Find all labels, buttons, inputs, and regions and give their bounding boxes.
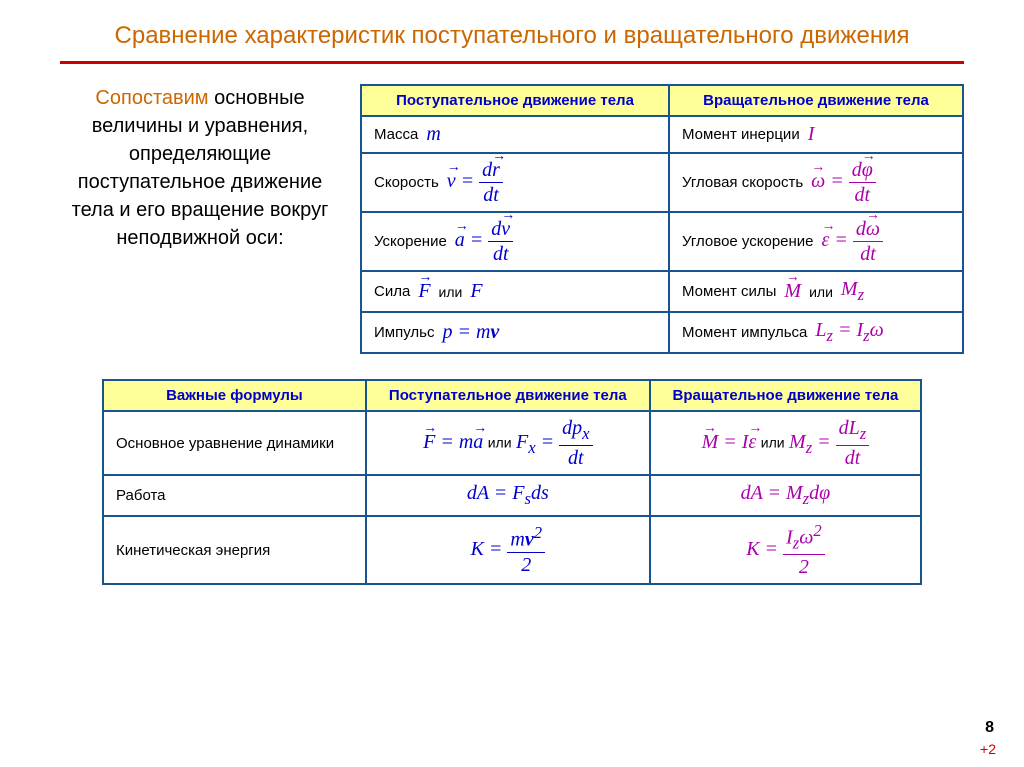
plus-two: +2: [980, 741, 996, 757]
title-rule: [60, 61, 964, 64]
t1-r4-c0: Импульсp = mv: [361, 312, 669, 353]
t2-header-2: Вращательное движение тела: [650, 380, 921, 411]
t1-r2-c0: Ускорениеa = dvdt: [361, 212, 669, 271]
t1-header-2: Вращательное движение тела: [669, 85, 963, 116]
t1-r4-c1: Момент импульсаLz = Izω: [669, 312, 963, 353]
t2-header-1: Поступательное движение тела: [366, 380, 650, 411]
t1-r0-c0: Массаm: [361, 116, 669, 153]
t2-header-0: Важные формулы: [103, 380, 366, 411]
t1-r2-c1: Угловое ускорениеε = dωdt: [669, 212, 963, 271]
t1-r0-c1: Момент инерцииI: [669, 116, 963, 153]
page-number: 8: [985, 719, 994, 737]
t2-r1-c1: dA = Fsds: [366, 475, 650, 516]
t2-r1-label: Работа: [103, 475, 366, 516]
intro-highlight: Сопоставим: [95, 87, 208, 109]
t1-r3-c0: СилаFилиF: [361, 271, 669, 312]
comparison-table-1: Поступательное движение тела Вращательно…: [360, 84, 964, 354]
slide-title: Сравнение характеристик поступательного …: [60, 20, 964, 51]
comparison-table-2: Важные формулы Поступательное движение т…: [102, 379, 922, 585]
t2-r0-c1: F = ma или Fx = dpxdt: [366, 411, 650, 475]
upper-section: Сопоставим основные величины и уравнения…: [60, 84, 964, 354]
t2-r2-c2: K = Izω22: [650, 516, 921, 584]
t2-r0-label: Основное уравнение динамики: [103, 411, 366, 475]
intro-text: Сопоставим основные величины и уравнения…: [60, 84, 340, 354]
table2-wrap: Важные формулы Поступательное движение т…: [60, 379, 964, 585]
t2-r0-c2: M = Iε или Mz = dLzdt: [650, 411, 921, 475]
slide-container: Сравнение характеристик поступательного …: [0, 0, 1024, 605]
t1-r1-c1: Угловая скоростьω = dφdt: [669, 153, 963, 212]
t2-r2-c1: K = mv22: [366, 516, 650, 584]
t2-r1-c2: dA = Mzdφ: [650, 475, 921, 516]
intro-rest: основные величины и уравнения, определяю…: [72, 87, 329, 249]
t2-r2-label: Кинетическая энергия: [103, 516, 366, 584]
t1-r1-c0: Скоростьv = drdt: [361, 153, 669, 212]
t1-header-1: Поступательное движение тела: [361, 85, 669, 116]
t1-r3-c1: Момент силыMилиMz: [669, 271, 963, 312]
